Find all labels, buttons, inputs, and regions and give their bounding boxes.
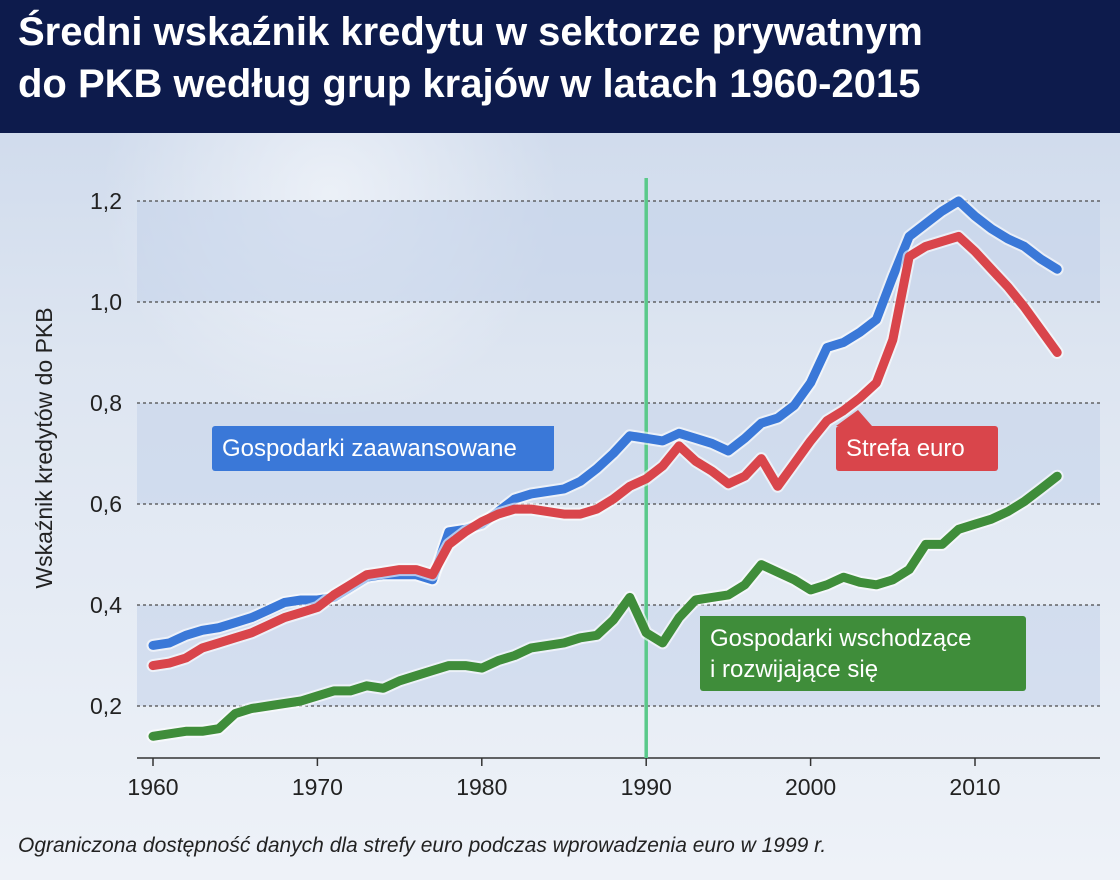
x-tick-label: 1990 [621,774,672,800]
label-advanced-box [212,426,554,471]
label-euro-text: Strefa euro [846,435,965,462]
header-bar: Średni wskaźnik kredytu w sektorze prywa… [0,0,1120,133]
y-tick-label: 1,0 [90,289,122,315]
label-emerging-text: i rozwijające się [710,656,878,683]
label-advanced-text: Gospodarki zaawansowane [222,435,517,462]
grid-band [137,201,1100,302]
chart-title-line1: Średni wskaźnik kredytu w sektorze prywa… [18,10,923,54]
x-tick-label: 1960 [127,774,178,800]
label-euro-box [836,426,998,471]
label-emerging-box [700,616,1026,691]
x-tick-label: 1980 [456,774,507,800]
y-tick-label: 0,6 [90,491,122,517]
label-advanced-pointer [540,426,554,451]
label-emerging-pointer [700,616,722,638]
label-euro-pointer [836,410,872,426]
label-advanced: Gospodarki zaawansowane [212,426,554,471]
x-tick-label: 2000 [785,774,836,800]
series-line-2 [148,471,1062,741]
line-chart: 0,2 0,4 0,6 0,8 1,0 1,2 1960 1970 1980 1990 2000 20… [31,133,1100,800]
x-tick-label: 2010 [949,774,1000,800]
chart-title-line2: do PKB według grup krajów w latach 1960-… [18,62,921,106]
y-tick-label: 0,2 [90,693,122,719]
series-line-0 [148,196,1062,650]
label-emerging-text: Gospodarki wschodzące [710,625,971,652]
footnote: Ograniczona dostępność danych dla strefy… [18,834,827,857]
y-tick-label: 1,2 [90,188,122,214]
series-line-1 [148,231,1062,671]
label-euro: Strefa euro [836,410,998,471]
y-axis-label: Wskaźnik kredytów do PKB [31,307,57,588]
x-tick-label: 1970 [292,774,343,800]
y-tick-label: 0,8 [90,390,122,416]
label-emerging: Gospodarki wschodzące i rozwijające się [700,616,1026,691]
y-tick-label: 0,4 [90,592,122,618]
